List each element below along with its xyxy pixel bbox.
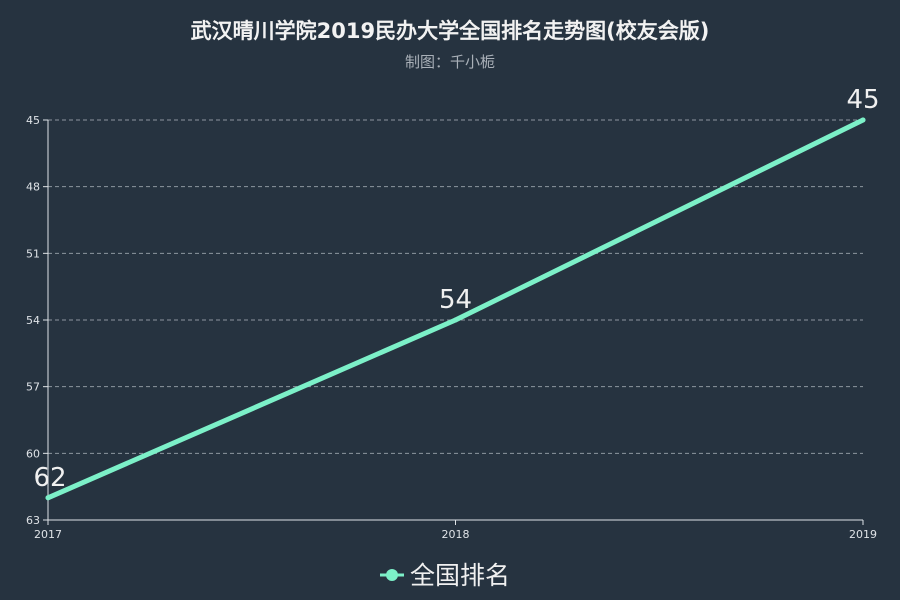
x-tick-label: 2019: [849, 528, 877, 541]
chart-subtitle: 制图：千小栀: [405, 53, 495, 71]
y-tick-label: 63: [26, 514, 40, 527]
grid-lines: [48, 119, 863, 454]
legend[interactable]: 全国排名: [380, 561, 510, 590]
legend-label: 全国排名: [410, 561, 510, 590]
y-tick-label: 48: [26, 181, 40, 194]
x-tick-label: 2017: [34, 528, 62, 541]
data-label: 45: [846, 85, 879, 115]
data-label: 54: [439, 285, 472, 315]
y-tick-label: 54: [26, 314, 40, 327]
y-tick-label: 45: [26, 114, 40, 127]
data-point[interactable]: [860, 117, 866, 123]
x-tick-label: 2018: [442, 528, 470, 541]
y-tick-label: 51: [26, 247, 40, 260]
x-axis-ticks: 2017 2018 2019: [34, 520, 877, 541]
data-label: 62: [33, 463, 66, 493]
chart-title: 武汉晴川学院2019民办大学全国排名走势图(校友会版): [191, 19, 710, 43]
data-labels: 62 54 45: [33, 85, 879, 493]
y-tick-label: 60: [26, 447, 40, 460]
series-layer: [45, 117, 866, 501]
data-point[interactable]: [453, 317, 458, 323]
data-point[interactable]: [45, 495, 51, 501]
y-axis-ticks: 45 48 51 54 57 60 63: [26, 114, 48, 527]
y-tick-label: 57: [26, 381, 40, 394]
legend-dot-marker: [386, 569, 398, 581]
